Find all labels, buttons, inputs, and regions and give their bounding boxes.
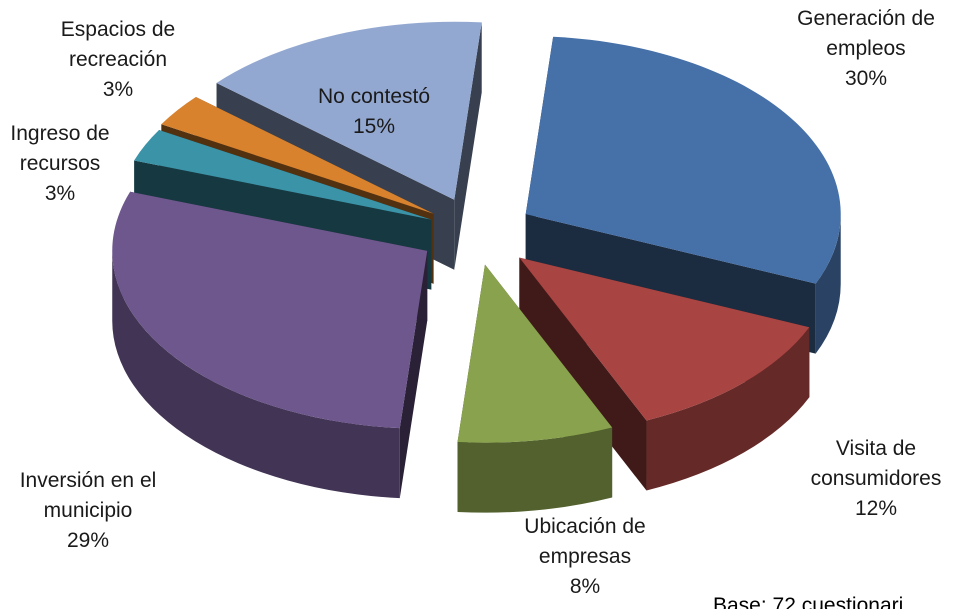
slice-label-5: Ingreso de recursos 3%: [10, 122, 109, 205]
pie-slice-rim-1-1: [815, 214, 841, 354]
slice-name-line: empleos: [826, 37, 905, 60]
slice-name-line: municipio: [44, 499, 133, 522]
pie-slice-6: [161, 96, 434, 214]
pie-slice-tops: [112, 21, 841, 443]
pie-slice-wall-2-2: [519, 257, 647, 491]
slice-labels: Generación de empleos 30% Visita de consumid…: [10, 7, 941, 598]
slice-name-line: Ingreso de: [10, 122, 109, 145]
pie-slice-7: [216, 21, 482, 200]
slice-name-line: Inversión en el: [20, 469, 157, 492]
slice-label-3: Ubicación de empresas 8%: [524, 515, 645, 598]
slice-label-1: Generación de empleos 30%: [797, 7, 935, 90]
slice-pct-label: 12%: [855, 497, 897, 520]
pie-slice-2: [519, 257, 810, 421]
pie-slice-5: [134, 130, 432, 220]
slice-pct-label: 15%: [353, 115, 395, 138]
pie-slice-rim-4-1: [112, 250, 400, 499]
slice-pct-label: 30%: [845, 67, 887, 90]
slice-name-line: recursos: [20, 152, 101, 175]
pie-slice-1: [525, 36, 841, 284]
slice-name-line: empresas: [539, 545, 631, 568]
slice-pct-label: 3%: [45, 182, 75, 205]
pie-slice-rim-3-1: [457, 427, 613, 513]
slice-pct-label: 8%: [570, 575, 600, 598]
slice-label-4: Inversión en el municipio 29%: [20, 469, 157, 552]
slice-pct-label: 3%: [103, 78, 133, 101]
slice-name-line: No contestó: [318, 85, 430, 108]
slice-label-7: No contestó 15%: [318, 85, 430, 138]
slice-pct-label: 29%: [67, 529, 109, 552]
pie-slice-4: [112, 191, 428, 429]
slice-label-6: Espacios de recreación 3%: [61, 18, 175, 101]
slice-name-line: consumidores: [811, 467, 942, 490]
slice-name-line: Ubicación de: [524, 515, 645, 538]
slice-name-line: recreación: [69, 48, 167, 71]
slice-name-line: Espacios de: [61, 18, 175, 41]
slice-name-line: Generación de: [797, 7, 935, 30]
pie-slice-rim-2-1: [646, 327, 810, 491]
slice-name-line: Visita de: [836, 437, 916, 460]
base-note: Base: 72 cuestionari: [713, 594, 903, 609]
pie-slice-3: [457, 264, 613, 443]
slice-label-2: Visita de consumidores 12%: [811, 437, 942, 520]
pie-slice-wall-7-2: [454, 22, 482, 270]
